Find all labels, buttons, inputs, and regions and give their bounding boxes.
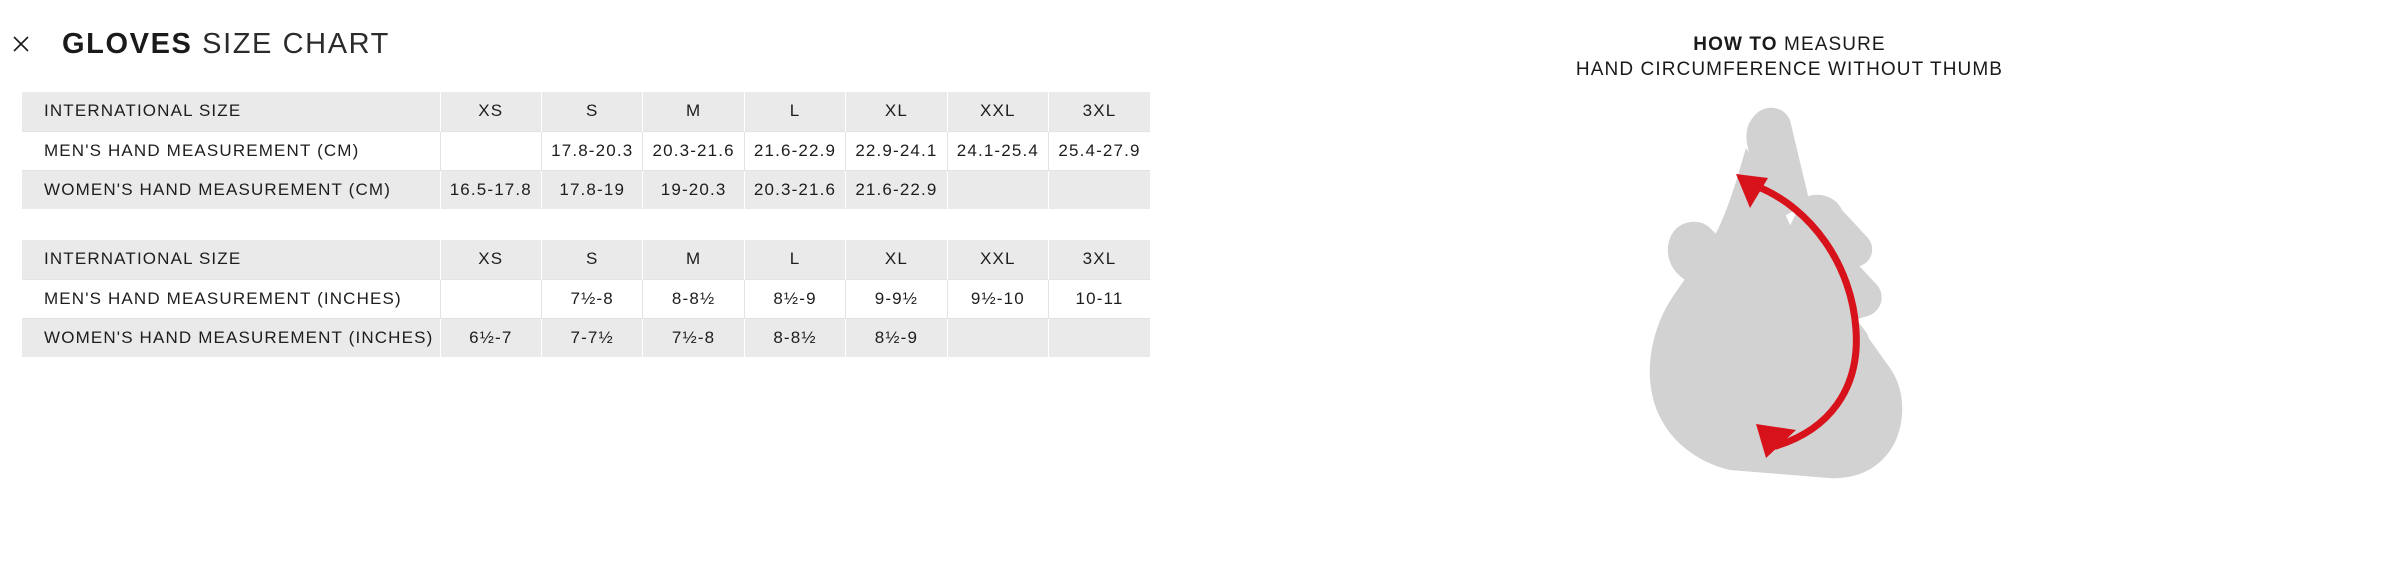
how-to-measure-panel: HOW TO MEASURE HAND CIRCUMFERENCE WITHOU… bbox=[1180, 0, 2399, 573]
page-title-light: SIZE CHART bbox=[192, 27, 391, 60]
size-column-header: XXL bbox=[947, 240, 1050, 279]
row-label: INTERNATIONAL SIZE bbox=[22, 240, 441, 279]
size-column-header: XS bbox=[440, 92, 543, 131]
how-to-heading-bold: HOW TO bbox=[1693, 34, 1778, 55]
measurement-cell: 17.8-19 bbox=[541, 170, 644, 209]
measurement-cell: 17.8-20.3 bbox=[541, 130, 644, 171]
page-title-bold: GLOVES bbox=[62, 27, 193, 60]
measurement-cell: 9-9½ bbox=[845, 278, 948, 319]
table-row: WOMEN'S HAND MEASUREMENT (INCHES) 6½-7 7-7… bbox=[22, 318, 1150, 357]
size-column-header: S bbox=[541, 240, 644, 279]
hand-shape bbox=[1649, 107, 1902, 479]
measurement-cell: 20.3-21.6 bbox=[642, 130, 745, 171]
size-column-header: XL bbox=[845, 92, 948, 131]
size-column-header: XS bbox=[440, 240, 543, 279]
measurement-cell: 8½-9 bbox=[744, 278, 847, 319]
measurement-cell: 20.3-21.6 bbox=[744, 170, 847, 209]
modal-header: GLOVES SIZE CHART bbox=[0, 26, 390, 62]
measurement-cell: 8-8½ bbox=[642, 278, 745, 319]
row-label: WOMEN'S HAND MEASUREMENT (CM) bbox=[22, 170, 441, 209]
size-column-header: XXL bbox=[947, 92, 1050, 131]
arrow-head-bottom bbox=[1755, 424, 1796, 458]
measurement-cell bbox=[947, 170, 1050, 209]
how-to-measure-subtext: HAND CIRCUMFERENCE WITHOUT THUMB bbox=[1575, 59, 2004, 80]
imperial-size-table: INTERNATIONAL SIZE XS S M L XL XXL 3XL MEN'S HAN… bbox=[22, 240, 1150, 357]
measurement-cell: 7½-8 bbox=[642, 318, 745, 357]
measurement-cell bbox=[440, 130, 543, 171]
size-column-header: M bbox=[642, 240, 745, 279]
size-column-header: 3XL bbox=[1048, 240, 1150, 279]
measurement-cell: 7-7½ bbox=[541, 318, 644, 357]
size-tables: INTERNATIONAL SIZE XS S M L XL XXL 3XL MEN'S HAN… bbox=[22, 92, 1150, 357]
page-title: GLOVES SIZE CHART bbox=[62, 28, 390, 61]
measurement-cell: 16.5-17.8 bbox=[440, 170, 543, 209]
measurement-cell: 24.1-25.4 bbox=[947, 130, 1050, 171]
how-to-heading-light: MEASURE bbox=[1777, 34, 1886, 55]
measurement-cell: 7½-8 bbox=[541, 278, 644, 319]
row-label: MEN'S HAND MEASUREMENT (INCHES) bbox=[22, 278, 441, 319]
measurement-cell bbox=[1048, 318, 1150, 357]
measurement-cell: 21.6-22.9 bbox=[744, 130, 847, 171]
measurement-cell: 25.4-27.9 bbox=[1048, 130, 1150, 171]
row-label: WOMEN'S HAND MEASUREMENT (INCHES) bbox=[22, 318, 441, 357]
measurement-cell: 10-11 bbox=[1048, 278, 1150, 319]
imperial-table-body: INTERNATIONAL SIZE XS S M L XL XXL 3XL MEN'S HAN… bbox=[22, 240, 1150, 357]
measurement-cell: 6½-7 bbox=[440, 318, 543, 357]
close-icon[interactable] bbox=[4, 35, 38, 53]
table-row: WOMEN'S HAND MEASUREMENT (CM) 16.5-17.8 17… bbox=[22, 170, 1150, 209]
hand-illustration-svg bbox=[1649, 107, 1902, 479]
measurement-cell: 22.9-24.1 bbox=[845, 130, 948, 171]
measurement-cell bbox=[1048, 170, 1150, 209]
table-row: MEN'S HAND MEASUREMENT (INCHES) 7½-8 8-8½ 8… bbox=[22, 278, 1150, 319]
measurement-arrow bbox=[1752, 182, 1860, 450]
size-column-header: L bbox=[744, 92, 847, 131]
measurement-cell: 8-8½ bbox=[744, 318, 847, 357]
metric-table-body: INTERNATIONAL SIZE XS S M L XL XXL 3XL MEN'S HAN… bbox=[22, 92, 1150, 209]
how-to-measure-text: HOW TO MEASURE HAND CIRCUMFERENCE WITHOU… bbox=[1180, 32, 2399, 82]
measurement-cell: 21.6-22.9 bbox=[845, 170, 948, 209]
measurement-cell: 19-20.3 bbox=[642, 170, 745, 209]
table-row: INTERNATIONAL SIZE XS S M L XL XXL 3XL bbox=[22, 92, 1150, 131]
size-column-header: 3XL bbox=[1048, 92, 1150, 131]
row-label: MEN'S HAND MEASUREMENT (CM) bbox=[22, 130, 441, 171]
how-to-measure-heading: HOW TO MEASURE bbox=[1180, 32, 2399, 57]
measurement-cell bbox=[440, 278, 543, 319]
metric-size-table: INTERNATIONAL SIZE XS S M L XL XXL 3XL MEN'S HAN… bbox=[22, 92, 1150, 209]
row-label: INTERNATIONAL SIZE bbox=[22, 92, 441, 131]
measurement-cell: 9½-10 bbox=[947, 278, 1050, 319]
table-row: MEN'S HAND MEASUREMENT (CM) 17.8-20.3 20.3… bbox=[22, 130, 1150, 171]
measurement-cell bbox=[947, 318, 1050, 357]
size-column-header: M bbox=[642, 92, 745, 131]
size-column-header: S bbox=[541, 92, 644, 131]
hand-measure-illustration bbox=[1180, 78, 2399, 573]
measurement-cell: 8½-9 bbox=[845, 318, 948, 357]
table-row: INTERNATIONAL SIZE XS S M L XL XXL 3XL bbox=[22, 240, 1150, 279]
size-column-header: XL bbox=[845, 240, 948, 279]
arrow-head-top bbox=[1735, 174, 1768, 208]
size-column-header: L bbox=[744, 240, 847, 279]
